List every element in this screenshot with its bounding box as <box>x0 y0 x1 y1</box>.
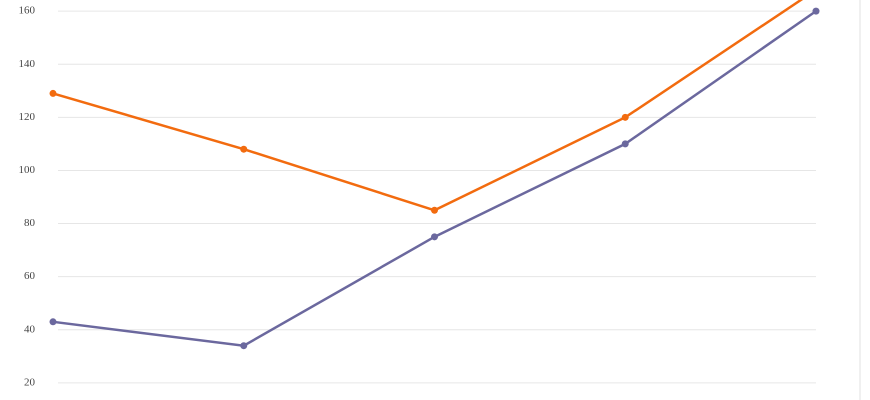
y-tick-label: 40 <box>24 323 36 335</box>
y-tick-label: 160 <box>19 5 36 17</box>
data-point <box>431 233 438 241</box>
data-point <box>240 342 248 350</box>
y-tick-label: 80 <box>24 217 36 229</box>
data-point <box>431 206 438 214</box>
data-point <box>621 113 629 121</box>
data-point <box>621 140 629 148</box>
y-tick-label: 20 <box>24 376 36 388</box>
data-point <box>49 89 57 97</box>
series-line <box>52 0 804 212</box>
y-tick-label: 140 <box>19 58 36 70</box>
data-point <box>240 145 248 153</box>
y-tick-label: 60 <box>24 270 36 282</box>
y-tick-label: 120 <box>19 111 36 123</box>
series-line <box>52 10 817 348</box>
y-tick-label: 100 <box>19 164 36 176</box>
data-point <box>812 7 820 15</box>
data-point <box>49 318 57 326</box>
